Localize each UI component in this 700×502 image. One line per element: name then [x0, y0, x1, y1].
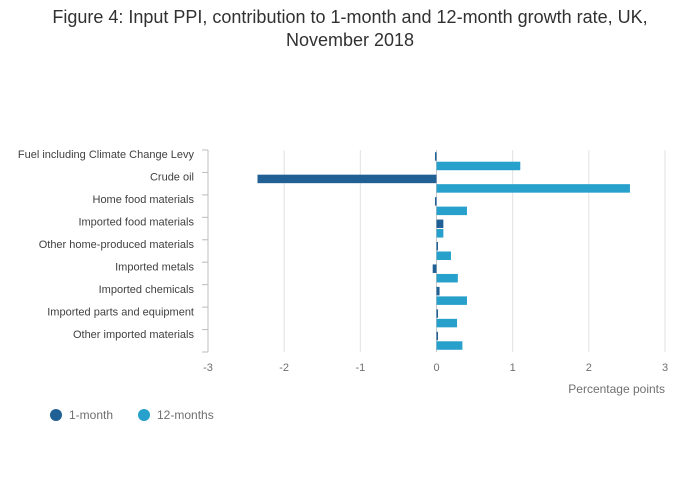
- x-tick-label-0: -3: [203, 362, 213, 374]
- category-label-3: Imported food materials: [78, 217, 194, 229]
- bar-1-month-6: [436, 286, 440, 296]
- legend-marker-0: [50, 409, 62, 421]
- category-label-5: Imported metals: [115, 261, 194, 273]
- legend-label-1: 12-months: [157, 408, 214, 422]
- bar-1-month-0: [434, 152, 437, 161]
- x-tick-label-3: 0: [433, 362, 439, 374]
- category-label-6: Imported chemicals: [99, 284, 195, 296]
- x-tick-label-6: 3: [662, 362, 668, 374]
- bar-12-months-3: [436, 229, 444, 238]
- bar-12-months-2: [436, 206, 467, 216]
- category-label-0: Fuel including Climate Change Levy: [18, 149, 195, 161]
- bar-1-month-1: [257, 174, 437, 184]
- category-label-2: Home food materials: [93, 194, 195, 206]
- legend-label-0: 1-month: [69, 408, 113, 422]
- bar-1-month-3: [436, 219, 444, 229]
- bar-12-months-0: [436, 161, 521, 171]
- chart-title: Figure 4: Input PPI, contribution to 1-m…: [0, 6, 700, 52]
- bar-12-months-6: [436, 296, 467, 305]
- x-tick-label-2: -1: [355, 362, 365, 374]
- bar-12-months-4: [436, 251, 451, 260]
- x-axis-title: Percentage points: [568, 382, 665, 396]
- x-tick-label-1: -2: [279, 362, 289, 374]
- chart-title-line-2: November 2018: [285, 30, 415, 50]
- category-label-7: Imported parts and equipment: [47, 306, 194, 318]
- x-tick-label-5: 2: [586, 362, 592, 374]
- bar-12-months-7: [436, 318, 458, 328]
- category-label-8: Other imported materials: [73, 329, 195, 341]
- legend-marker-1: [138, 409, 150, 421]
- bar-1-month-5: [432, 264, 437, 273]
- category-label-4: Other home-produced materials: [39, 239, 195, 251]
- bar-1-month-2: [434, 197, 437, 206]
- bar-12-months-5: [436, 273, 458, 283]
- bar-1-month-8: [436, 331, 438, 341]
- bar-1-month-7: [436, 309, 438, 318]
- bar-12-months-8: [436, 341, 463, 350]
- x-tick-label-4: 1: [510, 362, 516, 374]
- chart-title-line-1: Figure 4: Input PPI, contribution to 1-m…: [52, 7, 648, 27]
- bar-1-month-4: [436, 242, 438, 251]
- bar-12-months-1: [436, 184, 630, 193]
- category-label-1: Crude oil: [150, 172, 194, 184]
